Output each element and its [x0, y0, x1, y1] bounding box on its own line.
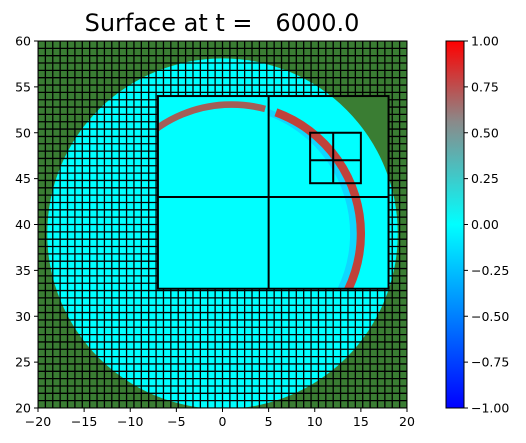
x-axis: −20 −15 −10 −5 0 5 10 15 20 — [25, 408, 415, 429]
y-tick-label: 40 — [15, 217, 31, 232]
colorbar-tick-label: 0.00 — [471, 217, 499, 232]
colorbar-tick-label: −1.00 — [471, 401, 509, 416]
y-tick-label: 45 — [15, 171, 31, 186]
chart-title: Surface at t = 6000.0 — [85, 9, 360, 37]
x-tick-label: 15 — [353, 414, 369, 429]
wave-front — [274, 108, 366, 289]
colorbar-tick-label: −0.75 — [471, 355, 509, 370]
x-tick-label: 5 — [265, 414, 273, 429]
colorbar-tick-label: −0.50 — [471, 309, 509, 324]
y-tick-label: 25 — [15, 355, 31, 370]
y-tick-label: 20 — [15, 401, 31, 416]
x-tick-label: −5 — [167, 414, 185, 429]
x-tick-label: −15 — [71, 414, 97, 429]
colorbar-tick-label: 0.50 — [471, 125, 499, 140]
y-tick-label: 60 — [15, 34, 31, 49]
x-tick-label: −10 — [117, 414, 143, 429]
plot-area — [38, 41, 407, 408]
patch-box — [309, 131, 362, 185]
y-tick-label: 30 — [15, 309, 31, 324]
colorbar-axis: 1.00 0.75 0.50 0.25 0.00 −0.25 −0.50 −0.75 −1.00 — [464, 34, 509, 416]
x-tick-label: 20 — [399, 414, 415, 429]
colorbar-tick-label: −0.25 — [471, 263, 509, 278]
x-tick-label: −20 — [25, 414, 51, 429]
y-axis: 20 25 30 35 40 45 50 55 60 — [15, 34, 38, 416]
x-tick-label: 10 — [307, 414, 323, 429]
colorbar — [446, 41, 464, 408]
colorbar-tick-label: 0.25 — [471, 171, 499, 186]
y-tick-label: 55 — [15, 79, 31, 94]
y-tick-label: 35 — [15, 263, 31, 278]
fine-patch-water — [157, 96, 389, 289]
wave-trough — [267, 109, 357, 289]
colorbar-tick-label: 1.00 — [471, 34, 499, 49]
wave-front-upper — [157, 101, 267, 132]
y-tick-label: 50 — [15, 125, 31, 140]
fine-patch-outline — [156, 95, 390, 290]
colorbar-tick-label: 0.75 — [471, 79, 499, 94]
x-tick-label: 0 — [219, 414, 227, 429]
